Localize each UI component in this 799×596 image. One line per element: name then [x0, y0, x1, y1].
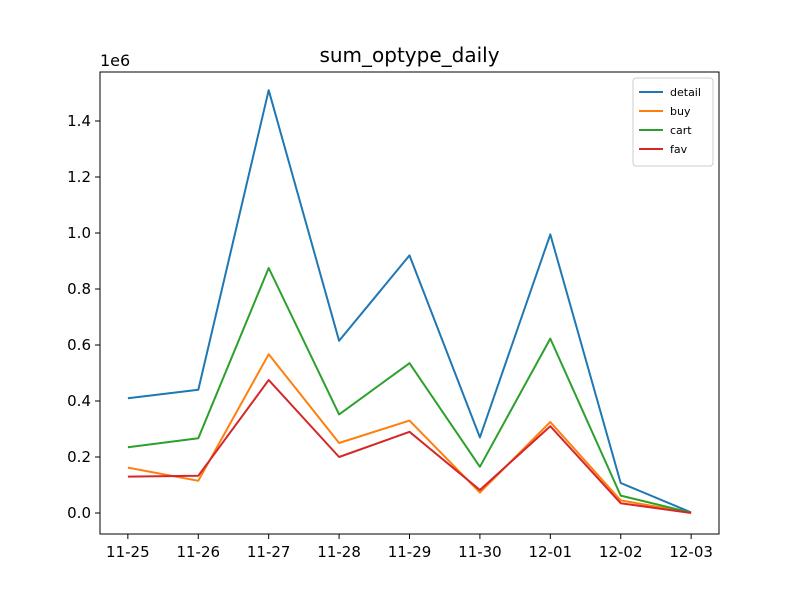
x-tick-label: 12-01 — [529, 543, 573, 561]
y-axis-scale-label: 1e6 — [100, 51, 130, 70]
legend-label-cart: cart — [670, 124, 692, 137]
y-tick-label: 1.0 — [67, 224, 91, 242]
series-line-cart — [127, 267, 692, 514]
legend-label-fav: fav — [670, 143, 688, 156]
legend-box — [632, 77, 714, 167]
y-axis: 0.0 0.2 0.4 0.6 0.8 1.0 1.2 1.4 — [67, 112, 100, 522]
series-layer — [127, 89, 692, 514]
x-tick-label: 11-29 — [388, 543, 432, 561]
legend: detail buy cart fav — [632, 77, 714, 167]
y-tick-label: 0.6 — [67, 336, 91, 354]
x-axis: 11-25 11-26 11-27 11-28 11-29 11-30 12-01 12-02… — [106, 534, 713, 561]
chart-title: sum_optype_daily — [319, 43, 499, 67]
x-tick-label: 11-25 — [106, 543, 150, 561]
y-tick-label: 1.2 — [67, 168, 91, 186]
x-tick-label: 11-30 — [458, 543, 502, 561]
legend-label-buy: buy — [670, 105, 691, 118]
x-tick-label: 12-02 — [599, 543, 643, 561]
y-tick-label: 0.8 — [67, 280, 91, 298]
y-tick-label: 0.0 — [67, 504, 91, 522]
series-line-fav — [127, 379, 692, 514]
series-line-detail — [127, 89, 692, 514]
y-tick-label: 1.4 — [67, 112, 91, 130]
series-line-buy — [127, 353, 692, 514]
x-tick-label: 11-26 — [176, 543, 220, 561]
x-tick-label: 11-28 — [317, 543, 361, 561]
x-tick-label: 11-27 — [247, 543, 291, 561]
y-tick-label: 0.4 — [67, 392, 91, 410]
legend-label-detail: detail — [670, 86, 701, 99]
y-tick-label: 0.2 — [67, 448, 91, 466]
x-tick-label: 12-03 — [669, 543, 713, 561]
